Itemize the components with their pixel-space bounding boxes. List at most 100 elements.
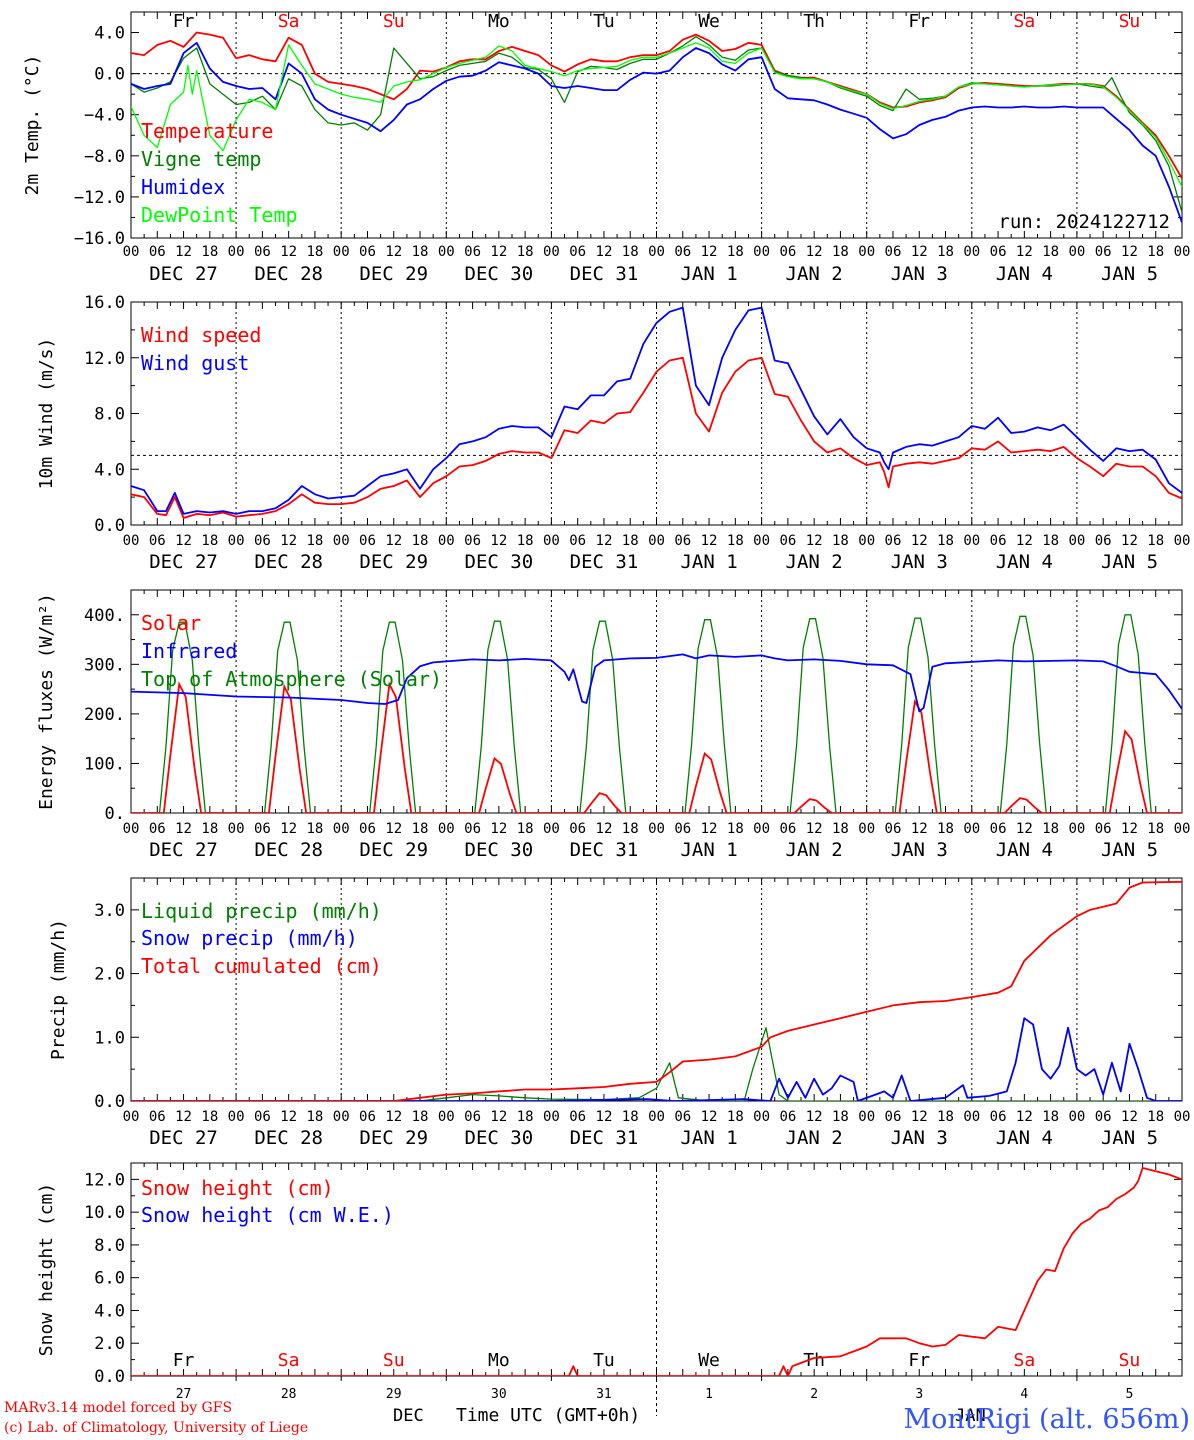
hour-tick-label: 12 [385, 533, 402, 549]
date-label: JAN 5 [1101, 263, 1158, 285]
hour-tick-label: 06 [885, 821, 902, 837]
day-name-label: Tu [593, 1350, 615, 1371]
date-label: JAN 2 [786, 1127, 843, 1149]
series-wind-speed-line [131, 356, 1182, 519]
hour-tick-label: 00 [123, 821, 140, 837]
hour-tick-label: 00 [333, 821, 350, 837]
hour-tick-label: 06 [569, 533, 586, 549]
date-label: DEC 27 [149, 1127, 218, 1149]
hour-tick-label: 00 [438, 821, 455, 837]
date-label: DEC 30 [465, 1127, 534, 1149]
hour-tick-label: 06 [149, 533, 166, 549]
date-label: DEC 29 [359, 839, 428, 861]
hour-tick-label: 00 [228, 533, 245, 549]
y-axis-title: 2m Temp. (°C) [22, 55, 43, 196]
hour-tick-label: 12 [175, 533, 192, 549]
footer: MARv3.14 model forced by GFS (c) Lab. of… [4, 1400, 1190, 1436]
hour-tick-label: 12 [806, 533, 823, 549]
hour-tick-label: 18 [412, 821, 429, 837]
hour-tick-label: 06 [885, 244, 902, 260]
day-name-label: Su [1119, 1350, 1141, 1371]
hour-tick-label: 18 [832, 533, 849, 549]
y-tick-label: 0. [105, 804, 125, 824]
hour-tick-label: 00 [333, 244, 350, 260]
hour-tick-label: 12 [175, 1109, 192, 1125]
date-label: JAN 1 [680, 551, 737, 573]
y-tick-label: 0.0 [94, 1367, 125, 1387]
hour-tick-label: 06 [1095, 244, 1112, 260]
y-tick-label: −8.0 [84, 147, 125, 167]
day-name-label: Su [1119, 11, 1141, 32]
y-tick-label: 0.0 [94, 1092, 125, 1112]
series-infrared-line [131, 653, 1182, 713]
hour-tick-label: 00 [438, 244, 455, 260]
hour-tick-label: 18 [1147, 533, 1164, 549]
hour-tick-label: 12 [911, 1109, 928, 1125]
hour-tick-label: 12 [701, 1109, 718, 1125]
date-label: DEC 29 [359, 1127, 428, 1149]
date-label: JAN 4 [996, 1127, 1053, 1149]
day-number-label: 29 [386, 1387, 402, 1402]
date-label: DEC 31 [570, 1127, 639, 1149]
y-tick-label: 4.0 [94, 24, 125, 44]
hour-tick-label: 06 [990, 1109, 1007, 1125]
date-label: JAN 1 [680, 1127, 737, 1149]
hour-tick-label: 12 [911, 244, 928, 260]
day-name-label: Sa [278, 11, 300, 32]
hour-tick-label: 12 [280, 244, 297, 260]
hour-tick-label: 18 [1147, 1109, 1164, 1125]
day-number-label: 27 [176, 1387, 192, 1402]
hour-tick-label: 12 [490, 821, 507, 837]
legend-entry: Infrared [141, 639, 237, 663]
legend-entry: Temperature [141, 119, 273, 143]
day-name-label: Th [803, 11, 825, 32]
hour-tick-label: 00 [1068, 244, 1085, 260]
day-name-label: We [698, 11, 720, 32]
hour-tick-label: 00 [1068, 821, 1085, 837]
date-label: DEC 30 [465, 839, 534, 861]
date-label: JAN 1 [680, 263, 737, 285]
series-wind-gust-line [131, 306, 1182, 515]
day-name-label: Fr [908, 11, 930, 32]
hour-tick-label: 12 [806, 1109, 823, 1125]
hour-tick-label: 12 [1016, 1109, 1033, 1125]
hour-tick-label: 00 [1068, 1109, 1085, 1125]
hour-tick-label: 18 [412, 533, 429, 549]
hour-tick-label: 00 [333, 1109, 350, 1125]
hour-tick-label: 00 [648, 821, 665, 837]
y-tick-label: 16.0 [84, 293, 125, 313]
y-tick-label: 12.0 [84, 1170, 125, 1190]
hour-tick-label: 00 [333, 533, 350, 549]
hour-tick-label: 00 [123, 244, 140, 260]
hour-tick-label: 12 [385, 1109, 402, 1125]
hour-tick-label: 12 [280, 1109, 297, 1125]
hour-tick-label: 00 [228, 244, 245, 260]
hour-tick-label: 00 [1174, 533, 1191, 549]
hour-tick-label: 18 [1042, 821, 1059, 837]
day-name-label: Su [383, 1350, 405, 1371]
legend-entry: Wind speed [141, 323, 261, 347]
hour-tick-label: 12 [1121, 244, 1138, 260]
series-solar-line [131, 681, 1182, 813]
date-label: DEC 29 [359, 551, 428, 573]
hour-tick-label: 12 [806, 821, 823, 837]
hour-tick-label: 18 [727, 1109, 744, 1125]
hour-tick-label: 12 [1121, 1109, 1138, 1125]
date-label: DEC 27 [149, 263, 218, 285]
y-tick-label: 2.0 [94, 1334, 125, 1354]
hour-tick-label: 00 [123, 1109, 140, 1125]
y-axis-title: Energy fluxes (W/m²) [36, 593, 57, 810]
hour-tick-label: 00 [1174, 244, 1191, 260]
y-tick-label: 0.0 [94, 516, 125, 536]
hour-tick-label: 06 [1095, 533, 1112, 549]
day-name-label: Mo [488, 1350, 510, 1371]
y-tick-label: 1.0 [94, 1028, 125, 1048]
hour-tick-label: 00 [438, 533, 455, 549]
series-humidex-line [131, 41, 1182, 223]
day-number-label: 1 [705, 1387, 713, 1402]
legend-entry: Snow height (cm W.E.) [141, 1203, 394, 1227]
date-label: DEC 28 [254, 551, 323, 573]
hour-tick-label: 18 [832, 244, 849, 260]
hour-tick-label: 00 [543, 1109, 560, 1125]
